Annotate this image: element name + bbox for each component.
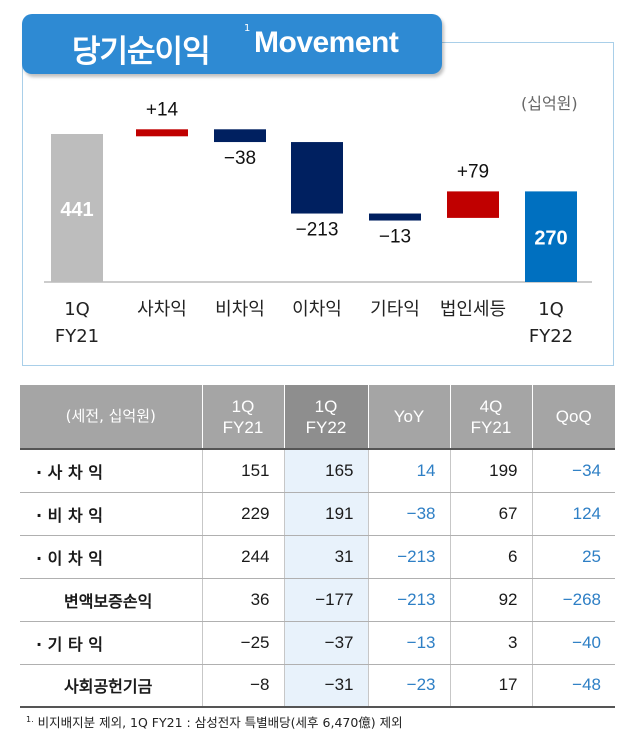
table-cell: −25 <box>201 621 284 665</box>
bar-end <box>525 191 577 282</box>
waterfall-chart: 441 +14 −38 −213 −13 +79 270 1Q FY21 사차익 비차익 이차익 기타익… <box>44 99 592 347</box>
table-row: · 이 차 익 244 31 −213 6 25 <box>20 535 615 579</box>
data-label: +14 <box>146 99 179 120</box>
data-label: 441 <box>60 199 93 221</box>
table-cell: 14 <box>367 448 450 493</box>
earnings-table: (세전, 십억원) 1Q FY21 1Q FY22 YoY 4Q FY21 QoQ ·… <box>20 385 615 708</box>
row-label: · 사 차 익 <box>20 448 202 493</box>
category-label: FY21 <box>55 326 99 347</box>
header-cell: YoY <box>367 385 450 449</box>
bar-change <box>291 142 343 214</box>
table-row: · 기 타 익 −25 −37 −13 3 −40 <box>20 621 615 665</box>
table-cell: 151 <box>201 448 284 493</box>
table-row: 변액보증손익 36 −177 −213 92 −268 <box>20 578 615 622</box>
header-cell: 1Q FY21 <box>201 385 284 449</box>
table-cell: −23 <box>367 664 450 708</box>
table-cell: −40 <box>531 621 615 665</box>
chart-title-footnote-marker: 1 <box>244 23 251 34</box>
chart-title-korean: 당기순이익 <box>72 34 211 70</box>
category-label: 1Q <box>538 299 564 320</box>
table-cell: 165 <box>283 448 368 493</box>
table-cell: 17 <box>449 664 532 708</box>
table-cell: 124 <box>531 492 615 536</box>
data-label: 270 <box>534 228 567 250</box>
bar-change <box>369 213 421 221</box>
table-cell: 199 <box>449 448 532 493</box>
header-cell: QoQ <box>531 385 615 449</box>
data-label: −213 <box>296 220 339 241</box>
header-cell: 4Q FY21 <box>449 385 532 449</box>
bar-start <box>51 134 103 282</box>
table-cell: −13 <box>367 621 450 665</box>
bar-change <box>447 191 499 218</box>
table-cell: −177 <box>283 578 368 622</box>
table-header-row: (세전, 십억원) 1Q FY21 1Q FY22 YoY 4Q FY21 QoQ <box>20 385 615 449</box>
table-cell: 31 <box>283 535 368 579</box>
row-label: · 이 차 익 <box>20 535 202 579</box>
category-label: 비차익 <box>215 299 265 320</box>
chart-title-banner: 당기순이익 1 Movement <box>22 14 442 74</box>
category-label: 1Q <box>64 299 90 320</box>
table-cell: −213 <box>367 578 450 622</box>
table-cell: −34 <box>531 448 615 493</box>
category-label: 기타익 <box>370 299 420 320</box>
footnote-text: 비지배지분 제외, 1Q FY21 : 삼성전자 특별배당(세후 6,470億)… <box>37 715 403 730</box>
footnote: 1. 비지배지분 제외, 1Q FY21 : 삼성전자 특별배당(세후 6,47… <box>26 712 403 731</box>
table-cell: 191 <box>283 492 368 536</box>
chart-title-english: Movement <box>254 26 399 59</box>
bar-change <box>136 129 188 137</box>
table-cell: 6 <box>449 535 532 579</box>
table-cell: 25 <box>531 535 615 579</box>
table-cell: 244 <box>201 535 284 579</box>
data-label: −13 <box>379 227 411 248</box>
table-cell: −213 <box>367 535 450 579</box>
footnote-marker: 1. <box>26 714 34 724</box>
table-row: 사회공헌기금 −8 −31 −23 17 −48 <box>20 664 615 708</box>
row-label: 사회공헌기금 <box>20 664 202 708</box>
table-row: · 사 차 익 151 165 14 199 −34 <box>20 448 615 493</box>
table-cell: 36 <box>201 578 284 622</box>
table-cell: 67 <box>449 492 532 536</box>
row-label: · 기 타 익 <box>20 621 202 665</box>
table-cell: 3 <box>449 621 532 665</box>
category-label: 이차익 <box>292 299 342 320</box>
row-label: · 비 차 익 <box>20 492 202 536</box>
header-cell: (세전, 십억원) <box>20 385 202 449</box>
category-label: 사차익 <box>137 299 187 320</box>
bar-change <box>214 129 266 143</box>
table-cell: 229 <box>201 492 284 536</box>
table-cell: −37 <box>283 621 368 665</box>
table-cell: 92 <box>449 578 532 622</box>
row-label: 변액보증손익 <box>20 578 202 622</box>
table-row: · 비 차 익 229 191 −38 67 124 <box>20 492 615 536</box>
chart-unit-label: (십억원) <box>521 94 578 113</box>
table-cell: −31 <box>283 664 368 708</box>
table-cell: −48 <box>531 664 615 708</box>
table-cell: −8 <box>201 664 284 708</box>
table-cell: −38 <box>367 492 450 536</box>
data-label: +79 <box>457 161 489 182</box>
category-label: 법인세등 <box>440 299 506 320</box>
category-label: FY22 <box>529 326 573 347</box>
data-label: −38 <box>224 148 256 169</box>
header-cell: 1Q FY22 <box>283 385 368 449</box>
table-cell: −268 <box>531 578 615 622</box>
